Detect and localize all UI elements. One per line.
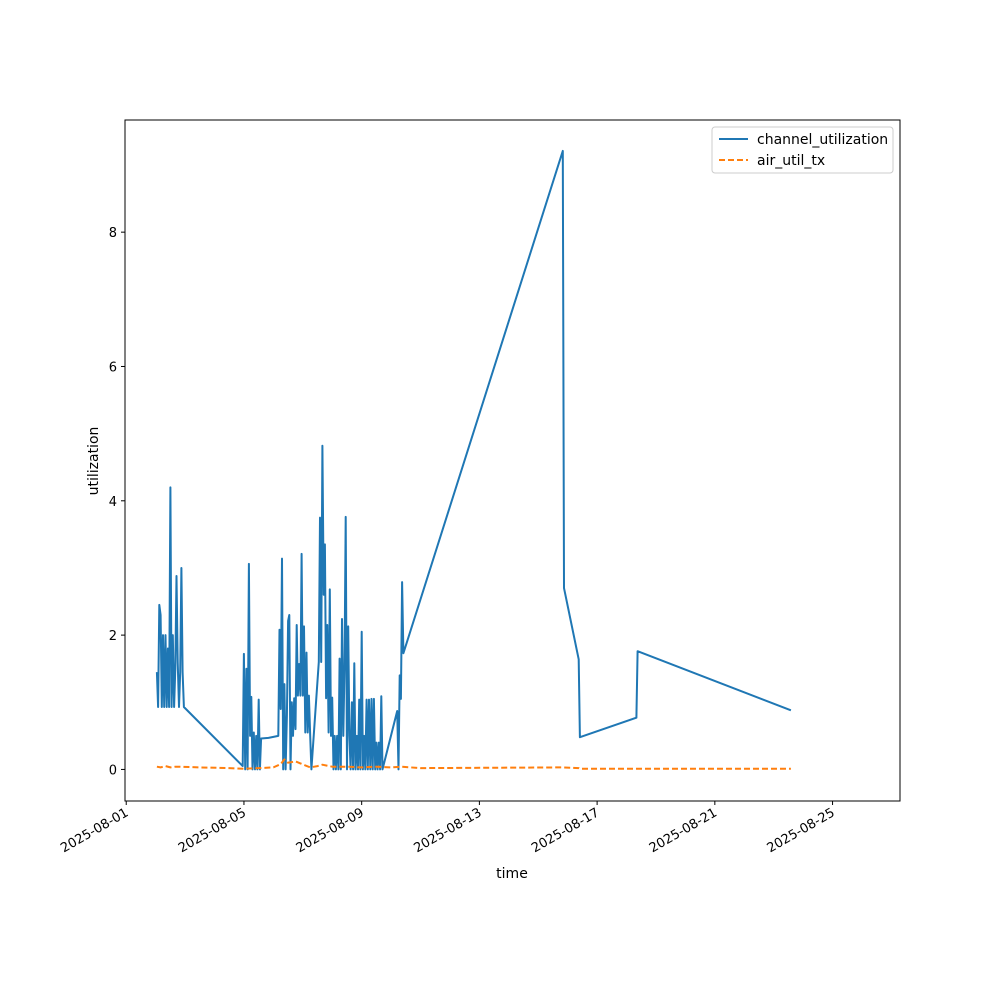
y-axis-label: utilization	[86, 427, 102, 496]
series-line-air-util-tx	[156, 758, 791, 770]
y-axis-ticks: 0 2 4 6 8	[109, 226, 125, 778]
y-tick-label: 4	[109, 495, 117, 510]
axes-frame	[124, 119, 901, 802]
y-tick-label: 2	[109, 629, 117, 644]
series-line-channel-utilization	[155, 149, 792, 771]
x-axis-label: time	[496, 866, 528, 882]
legend-label-channel-utilization: channel_utilization	[757, 132, 888, 148]
y-tick-label: 8	[109, 226, 117, 241]
legend-label-air-util-tx: air_util_tx	[757, 153, 825, 169]
legend-box	[711, 126, 894, 174]
y-tick-label: 6	[109, 360, 117, 375]
legend: channel_utilization air_util_tx	[711, 126, 894, 174]
y-tick-label: 0	[109, 763, 117, 778]
plot-area	[155, 149, 792, 771]
